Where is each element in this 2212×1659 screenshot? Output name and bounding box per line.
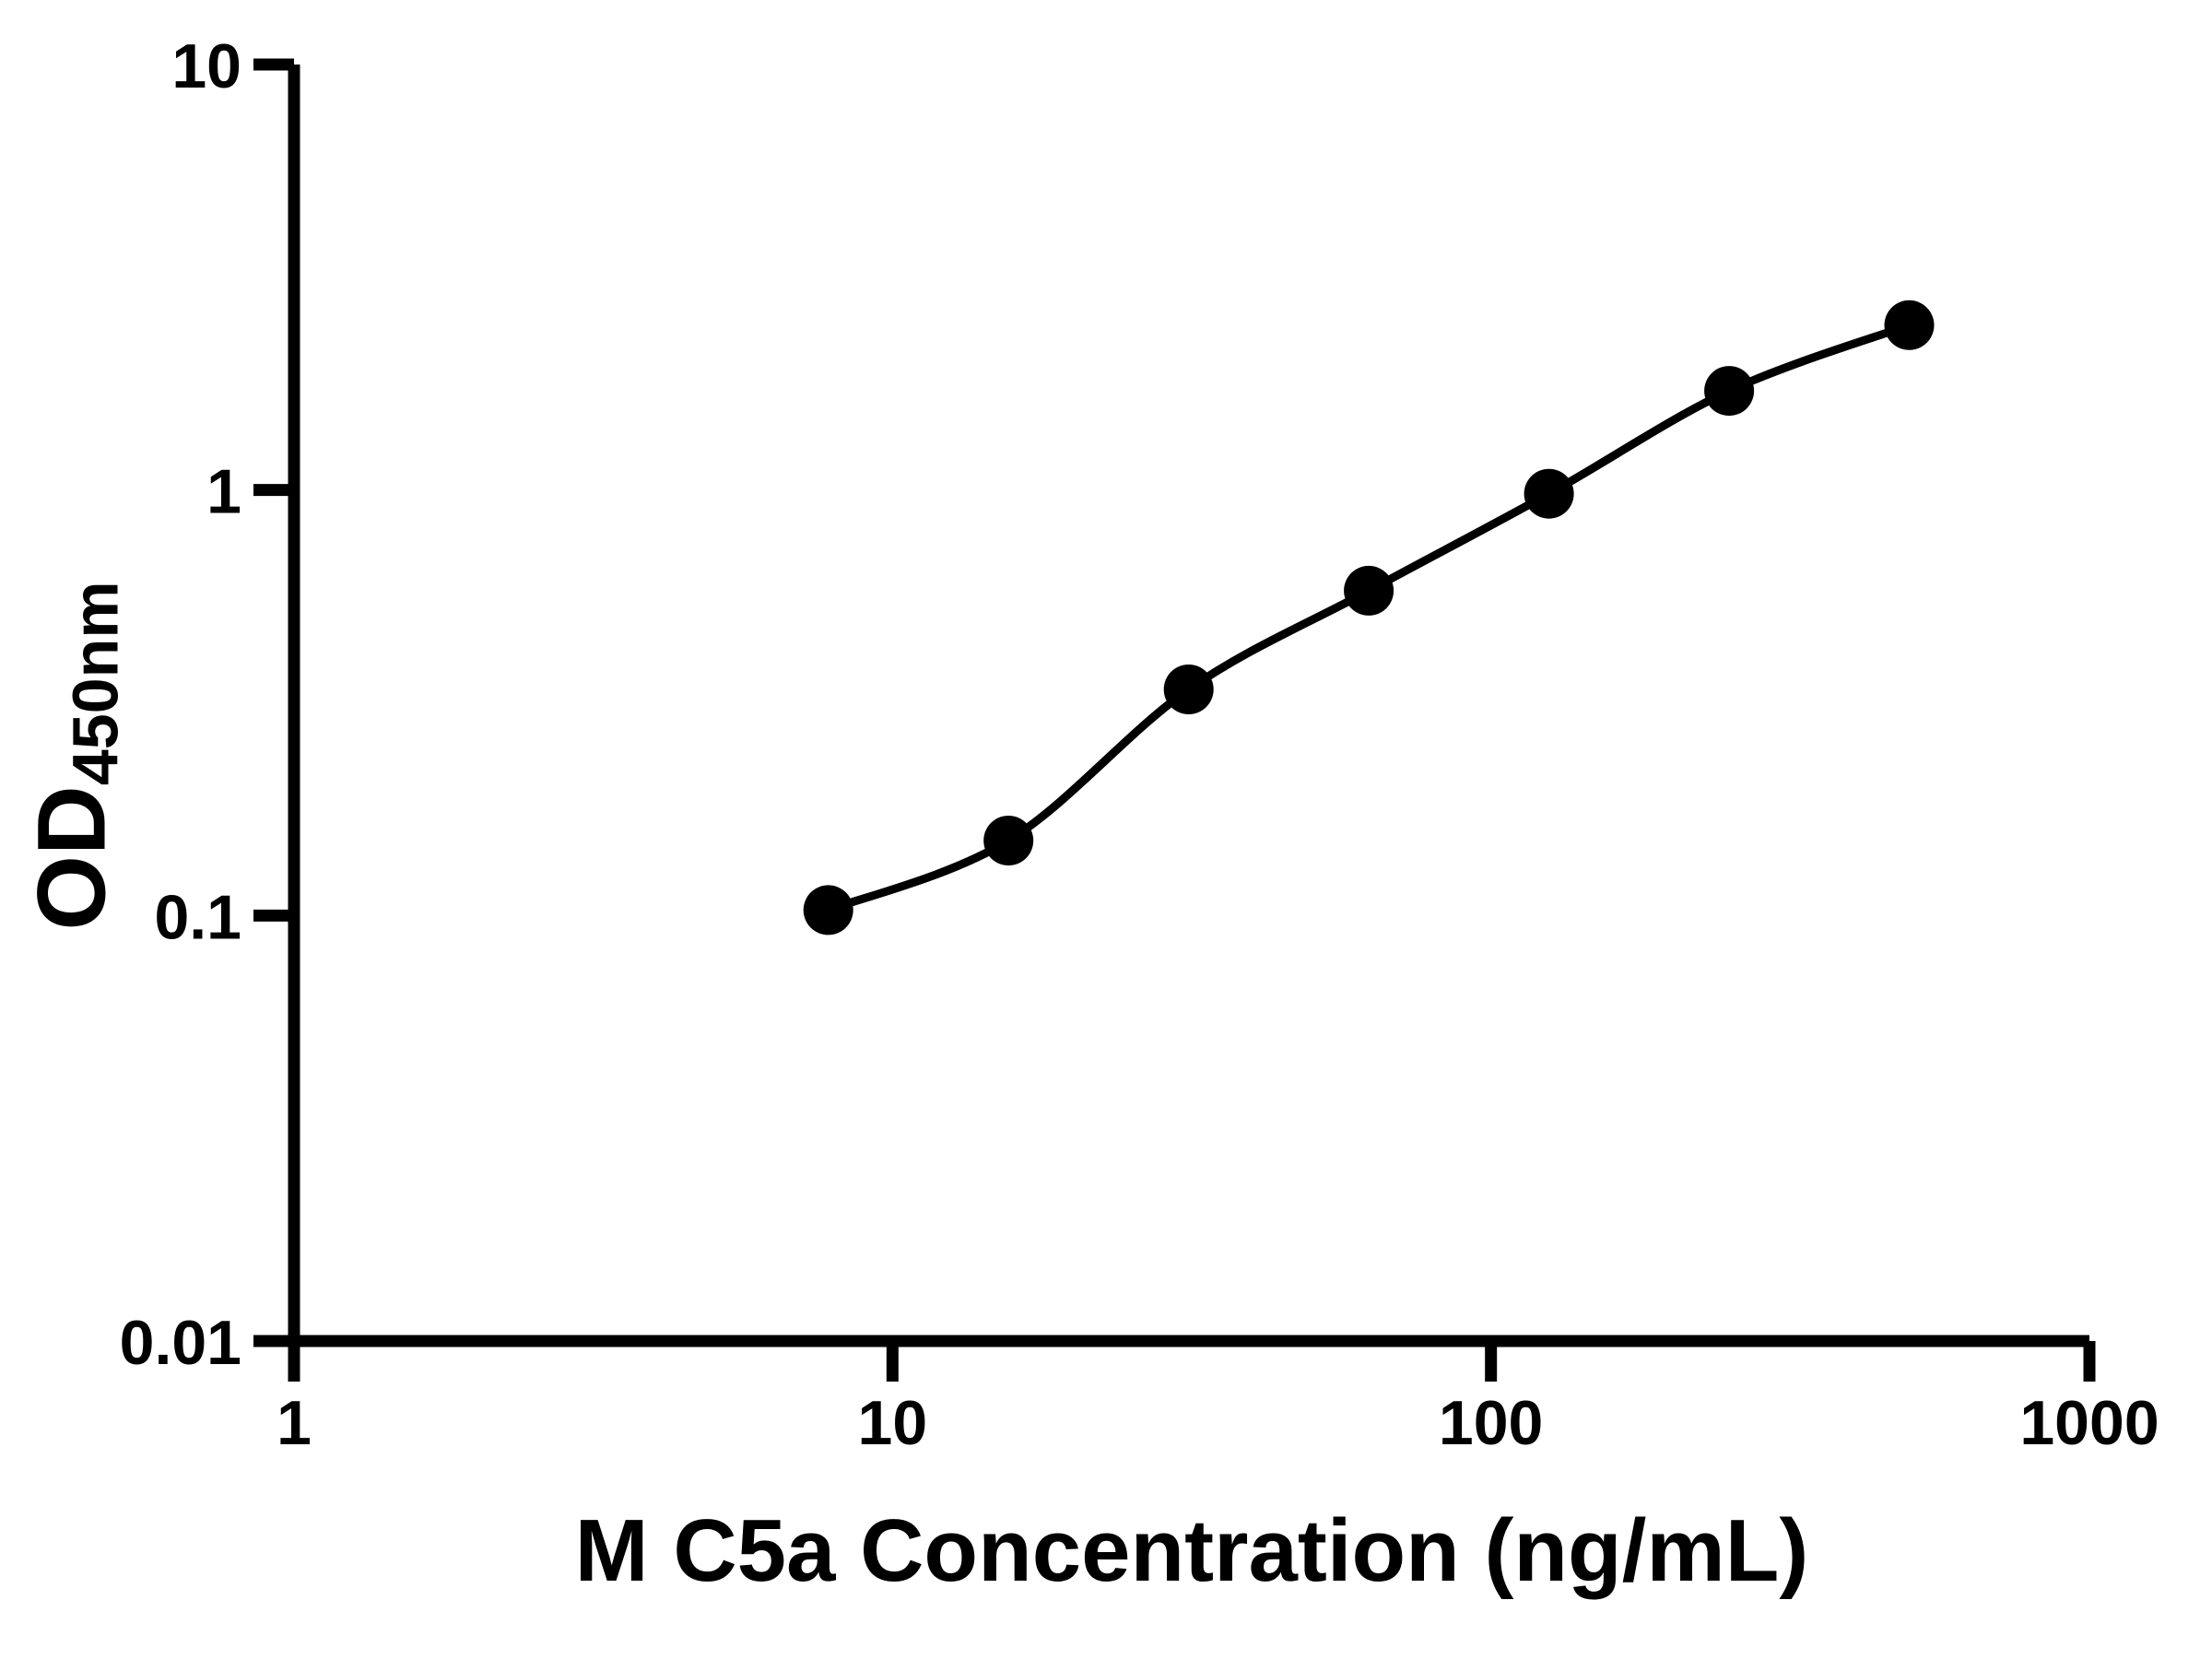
y-tick-label: 0.1 xyxy=(154,882,241,952)
x-axis-title: M C5a Concentration (ng/mL) xyxy=(574,1501,1809,1600)
y-tick-label: 0.01 xyxy=(120,1308,241,1378)
data-point-marker xyxy=(803,885,853,935)
y-axis-title-subscript: 450nm xyxy=(59,581,132,786)
data-point-marker xyxy=(1344,565,1394,616)
y-axis-title-main: OD xyxy=(18,785,126,931)
y-tick-label: 1 xyxy=(206,457,241,527)
data-point-marker xyxy=(1884,300,1935,350)
data-point-marker xyxy=(983,816,1034,865)
standard-curve-fit-line xyxy=(827,321,1912,914)
x-tick-label: 1 xyxy=(276,1388,312,1458)
data-point-marker xyxy=(1163,665,1214,714)
data-point-marker xyxy=(1704,366,1755,417)
y-tick-label: 10 xyxy=(171,31,241,101)
x-tick-label: 10 xyxy=(858,1388,928,1458)
x-tick-label: 100 xyxy=(1439,1388,1543,1458)
data-point-marker xyxy=(1524,468,1574,519)
x-tick-label: 1000 xyxy=(2019,1388,2159,1458)
y-axis-title: OD450nm xyxy=(18,581,132,930)
